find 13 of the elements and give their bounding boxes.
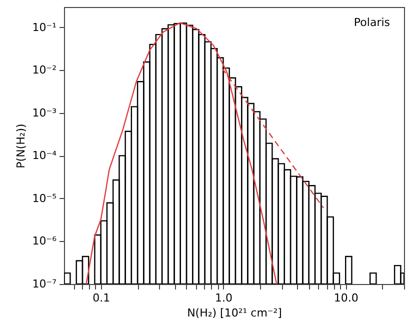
y-tick-label: 10⁻¹ xyxy=(32,20,56,34)
y-tick-label: 10⁻⁴ xyxy=(32,149,58,162)
y-tick-label: 10⁻³ xyxy=(32,106,56,120)
y-tick-label: 10⁻² xyxy=(32,64,56,77)
y-tick-label: 10⁻⁵ xyxy=(32,192,56,205)
x-axis-title: N(H₂) [10²¹ cm⁻²] xyxy=(187,306,282,320)
y-tick-label: 10⁻⁷ xyxy=(32,278,56,290)
x-tick-label: 1.0 xyxy=(214,292,232,304)
x-tick-label: 10.0 xyxy=(334,292,358,304)
y-axis-title: P(N(H₂)) xyxy=(14,124,28,168)
annotation: Polaris xyxy=(354,16,390,29)
x-tick-label: 0.1 xyxy=(92,292,110,304)
y-tick-label: 10⁻⁶ xyxy=(32,234,58,248)
